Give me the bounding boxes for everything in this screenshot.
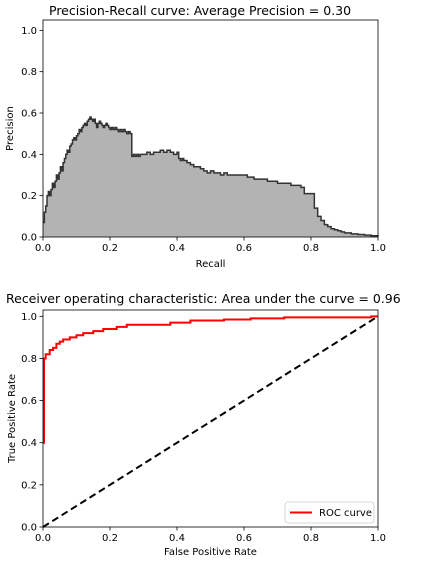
roc-x-ticks: 0.0 0.2 0.4 0.6 0.8 1.0 bbox=[35, 527, 386, 544]
roc-plot-area bbox=[42, 315, 379, 528]
roc-curve-line bbox=[43, 315, 378, 444]
pr-plot-area bbox=[43, 116, 379, 237]
pr-step-line bbox=[43, 116, 379, 237]
x-tick-label: 0.0 bbox=[35, 243, 51, 254]
y-tick-label: 0.6 bbox=[21, 109, 37, 120]
pr-x-axis-label: Recall bbox=[196, 259, 226, 270]
roc-chance-line bbox=[42, 315, 379, 528]
x-tick-label: 1.0 bbox=[370, 243, 386, 254]
y-tick-label: 0.8 bbox=[21, 354, 37, 365]
pr-y-axis-label: Precision bbox=[5, 106, 16, 151]
x-tick-label: 0.2 bbox=[102, 243, 118, 254]
pr-y-ticks: 0.0 0.2 0.4 0.6 0.8 1.0 bbox=[21, 26, 43, 244]
x-tick-label: 0.8 bbox=[303, 533, 319, 544]
y-tick-label: 0.6 bbox=[21, 396, 37, 407]
y-tick-label: 0.8 bbox=[21, 67, 37, 78]
y-tick-label: 0.4 bbox=[21, 438, 37, 449]
y-tick-label: 0.2 bbox=[21, 480, 37, 491]
roc-chart: Receiver operating characteristic: Area … bbox=[6, 291, 401, 558]
y-tick-label: 0.2 bbox=[21, 191, 37, 202]
pr-chart: Precision-Recall curve: Average Precisio… bbox=[5, 3, 386, 270]
roc-y-axis-label: True Positive Rate bbox=[7, 374, 18, 464]
roc-y-ticks: 0.0 0.2 0.4 0.6 0.8 1.0 bbox=[21, 312, 43, 534]
roc-legend-box bbox=[284, 501, 375, 524]
x-tick-label: 0.0 bbox=[35, 533, 51, 544]
pr-area-fill bbox=[43, 117, 378, 237]
roc-legend-label: ROC curve bbox=[319, 508, 372, 519]
y-tick-label: 0.0 bbox=[21, 523, 37, 534]
x-tick-label: 0.4 bbox=[169, 533, 185, 544]
x-tick-label: 0.6 bbox=[236, 243, 252, 254]
pr-x-ticks: 0.0 0.2 0.4 0.6 0.8 1.0 bbox=[35, 237, 386, 254]
y-tick-label: 1.0 bbox=[21, 312, 37, 323]
y-tick-label: 0.0 bbox=[21, 233, 37, 244]
pr-axes-frame bbox=[42, 19, 379, 238]
roc-axes-frame bbox=[42, 309, 379, 528]
x-tick-label: 0.4 bbox=[169, 243, 185, 254]
x-tick-label: 0.2 bbox=[102, 533, 118, 544]
roc-title: Receiver operating characteristic: Area … bbox=[6, 291, 401, 306]
roc-legend: ROC curve bbox=[284, 501, 375, 524]
y-tick-label: 1.0 bbox=[21, 26, 37, 37]
pr-title: Precision-Recall curve: Average Precisio… bbox=[49, 3, 351, 18]
x-tick-label: 0.8 bbox=[303, 243, 319, 254]
roc-x-axis-label: False Positive Rate bbox=[164, 547, 257, 558]
y-tick-label: 0.4 bbox=[21, 150, 37, 161]
x-tick-label: 1.0 bbox=[370, 533, 386, 544]
x-tick-label: 0.6 bbox=[236, 533, 252, 544]
